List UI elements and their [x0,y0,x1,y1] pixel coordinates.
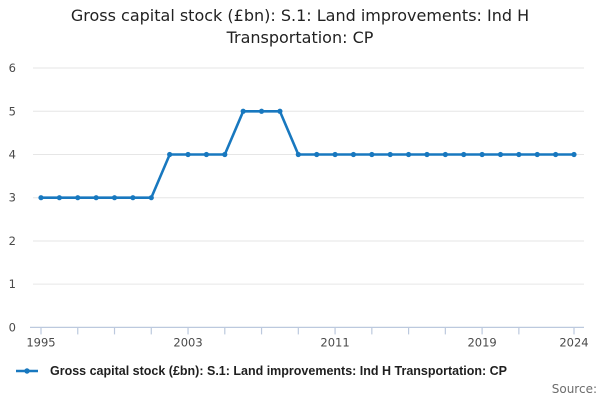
y-tick-label: 6 [9,61,16,75]
data-point [461,151,467,158]
y-tick-label: 4 [9,147,16,161]
data-point [93,195,99,201]
data-point [167,151,173,158]
data-point [516,151,522,158]
x-tick-label: 2019 [467,335,496,349]
y-tick-label: 1 [9,277,16,291]
x-tick-label: 2003 [173,335,202,349]
data-point [222,151,228,158]
data-point [553,151,559,158]
data-line [41,110,574,199]
data-point [442,151,448,158]
data-point [571,151,577,158]
data-point [75,195,81,201]
data-point [148,195,154,201]
data-point [332,151,338,158]
data-point [38,195,44,201]
legend-line-marker-icon [16,368,38,374]
data-point [130,195,136,201]
y-tick-label: 0 [9,320,16,334]
data-point [258,108,265,114]
legend-label: Gross capital stock (£bn): S.1: Land imp… [50,364,508,378]
y-tick-label: 3 [9,191,16,205]
x-tick-label: 1995 [26,335,55,349]
data-point [240,108,246,114]
data-point [387,151,393,158]
data-point [405,151,412,158]
data-point [350,151,357,158]
data-point [479,151,485,158]
data-point [111,195,118,201]
x-tick-label: 2024 [559,335,588,349]
x-tick-label: 2011 [320,335,349,349]
data-point [534,151,540,158]
line-chart-canvas: 1995 2003 2011 2019 2024 0 1 2 3 4 5 6 [9,61,589,349]
chart-title: Gross capital stock (£bn): S.1: Land imp… [70,6,530,47]
y-tick-label: 5 [9,104,16,118]
data-point [497,151,504,158]
data-point [203,151,210,158]
source-label: Source: [551,382,597,396]
data-point [369,151,375,158]
legend: Gross capital stock (£bn): S.1: Land imp… [15,364,507,378]
data-point [56,195,62,201]
data-point [314,151,320,158]
data-point [277,108,283,114]
y-tick-label: 2 [9,234,16,248]
data-point [295,151,301,158]
data-point [185,151,191,158]
data-point [424,151,430,158]
